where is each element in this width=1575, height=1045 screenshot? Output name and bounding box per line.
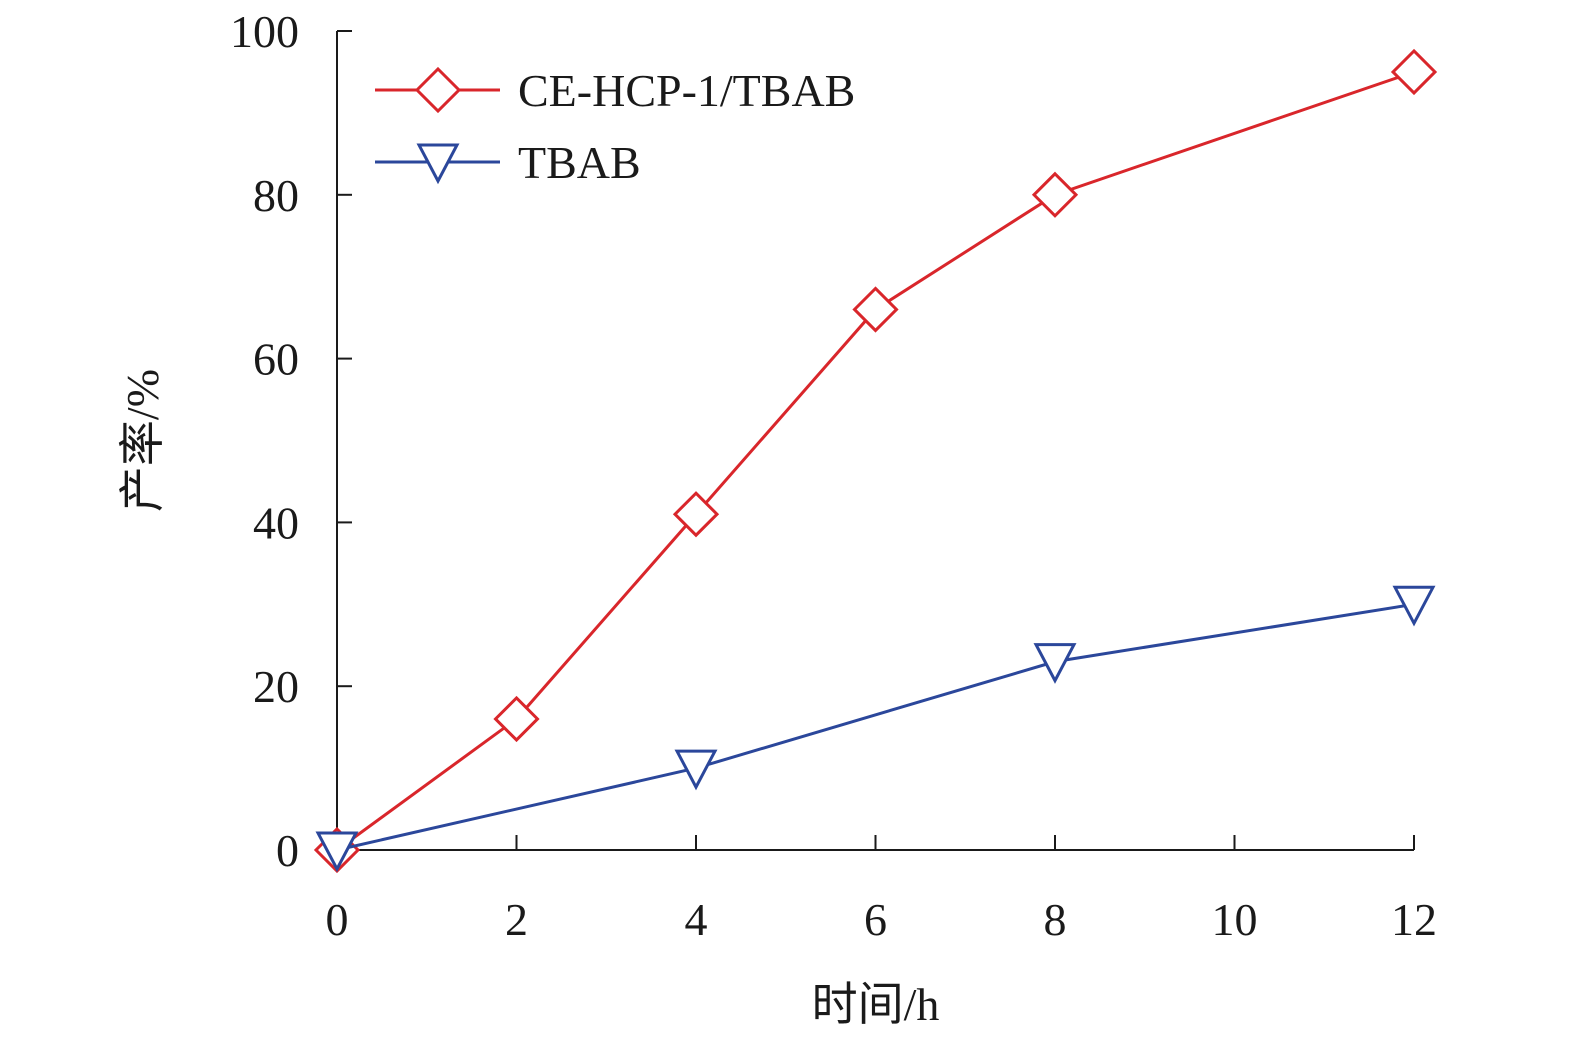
y-tick-label: 60 — [253, 334, 299, 385]
data-point — [493, 695, 540, 743]
axes: 0 20 40 60 80 100 0 2 4 6 8 10 12 — [230, 6, 1437, 945]
legend-marker — [414, 66, 462, 114]
data-point — [672, 491, 720, 538]
x-tick-label: 6 — [864, 894, 887, 945]
y-tick-label: 40 — [253, 497, 299, 548]
data-point — [1031, 171, 1079, 218]
legend: CE-HCP-1/TBAB TBAB — [375, 65, 855, 188]
data-point — [1390, 48, 1438, 96]
series-line — [336, 70, 1415, 852]
legend-entry: TBAB — [375, 137, 641, 188]
legend-label: CE-HCP-1/TBAB — [518, 65, 855, 116]
legend-entry: CE-HCP-1/TBAB — [375, 65, 855, 116]
legend-label: TBAB — [518, 137, 641, 188]
data-point — [1033, 643, 1077, 684]
y-tick-label: 100 — [230, 6, 299, 57]
y-axis-title: 产率/% — [117, 369, 168, 512]
data-point — [1392, 585, 1436, 627]
x-tick-label: 8 — [1044, 894, 1067, 945]
x-tick-label: 4 — [685, 894, 708, 945]
y-tick-label: 20 — [253, 661, 299, 712]
x-tick-label: 12 — [1391, 894, 1437, 945]
x-tick-label: 0 — [326, 894, 349, 945]
x-ticks: 0 2 4 6 8 10 12 — [326, 835, 1437, 945]
series-2 — [315, 585, 1436, 873]
data-point — [315, 831, 359, 873]
x-tick-label: 10 — [1212, 894, 1258, 945]
series-layer — [313, 48, 1438, 874]
series-1 — [313, 48, 1438, 874]
data-point — [674, 749, 718, 791]
x-axis-title: 时间/h — [812, 979, 940, 1030]
x-tick-label: 2 — [505, 894, 528, 945]
y-tick-label: 0 — [276, 825, 299, 876]
y-tick-label: 80 — [253, 170, 299, 221]
series-line — [336, 602, 1415, 852]
legend-marker — [416, 143, 460, 185]
y-ticks: 0 20 40 60 80 100 — [230, 6, 352, 876]
data-point — [852, 286, 899, 333]
